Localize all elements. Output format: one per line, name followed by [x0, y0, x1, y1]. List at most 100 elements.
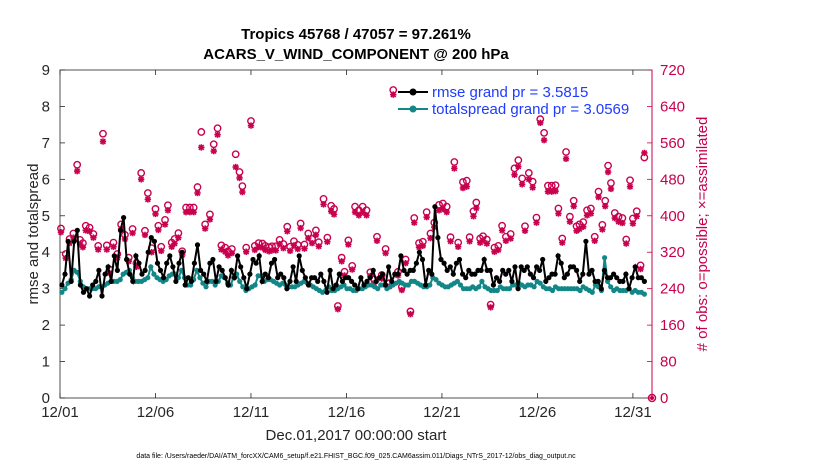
rmse-point [216, 264, 222, 270]
rmse-point [102, 271, 108, 277]
rmse-point [580, 271, 586, 277]
obs-assimilated-marker [144, 196, 152, 203]
rmse-point [130, 278, 136, 284]
rmse-point [312, 275, 318, 281]
rmse-point [601, 267, 608, 273]
obs-possible-marker [562, 148, 570, 156]
rmse-point [349, 278, 355, 284]
obs-assimilated-marker [194, 189, 201, 197]
rmse-point [275, 275, 281, 281]
rmse-series [59, 204, 648, 300]
obs-assimilated-marker [79, 244, 87, 251]
rmse-point [62, 271, 68, 277]
rmse-point [65, 238, 71, 244]
rmse-point [305, 282, 312, 288]
rmse-point [447, 264, 453, 270]
obs-assimilated-marker [206, 216, 214, 223]
rmse-point [133, 253, 139, 259]
obs-assimilated-marker [334, 305, 342, 313]
obs-assimilated-marker [137, 176, 145, 183]
obs-assimilated-marker [451, 165, 458, 172]
rmse-point [589, 267, 595, 273]
rmse-point [139, 271, 145, 277]
rmse-point [244, 286, 250, 292]
rmse-point [315, 278, 321, 284]
rmse-point [401, 267, 407, 273]
obs-assimilated-marker [73, 167, 81, 175]
y-tick-label: 0 [42, 390, 50, 407]
obs-assimilated-marker [402, 259, 409, 267]
rmse-point [493, 275, 500, 281]
spread-point [641, 291, 648, 297]
rmse-point [367, 275, 373, 281]
rmse-point [188, 278, 194, 284]
obs-assimilated-marker [398, 286, 406, 294]
obs-assimilated-marker [595, 193, 602, 201]
rmse-point [373, 278, 379, 284]
obs-assimilated-marker [591, 237, 598, 245]
rmse-point [213, 278, 219, 284]
obs-markers [57, 86, 657, 403]
rmse-point [515, 286, 521, 292]
spread-point [427, 282, 433, 288]
spread-point [589, 289, 595, 295]
rmse-point [595, 278, 601, 284]
obs-assimilated-marker [498, 227, 506, 234]
legend: rmse grand pr = 3.5815 totalspread grand… [398, 84, 629, 118]
spread-point [197, 275, 203, 281]
rmse-point [182, 282, 188, 288]
obs-assimilated-marker [158, 247, 165, 255]
obs-assimilated-marker [423, 213, 430, 221]
rmse-point [318, 271, 324, 277]
obs-zero-marker-fill [650, 396, 654, 400]
rmse-point [423, 282, 429, 288]
rmse-point [290, 264, 296, 270]
obs-assimilated-marker [447, 238, 454, 245]
obs-assimilated-marker [164, 207, 172, 214]
rmse-point [210, 256, 216, 263]
rmse-point [490, 282, 496, 288]
rmse-point [376, 275, 382, 281]
rmse-point [614, 275, 620, 281]
rmse-point [460, 271, 466, 277]
rmse-point [77, 282, 83, 288]
rmse-point [419, 256, 426, 263]
rmse-point [336, 271, 342, 277]
x-axis: 12/01 12/06 12/11 12/16 12/21 12/26 12/31 [41, 70, 652, 421]
rmse-point [623, 271, 629, 277]
obs-assimilated-marker [152, 210, 159, 218]
obs-assimilated-marker [338, 258, 345, 265]
rmse-point [167, 253, 173, 259]
obs-assimilated-marker [483, 240, 491, 247]
rmse-point [364, 278, 370, 284]
obs-possible-marker [231, 150, 240, 159]
obs-assimilated-marker [599, 226, 606, 233]
obs-assimilated-marker [411, 219, 418, 226]
rmse-point [638, 275, 645, 281]
spread-point [59, 289, 65, 295]
rmse-point [228, 267, 234, 273]
obs-assimilated-marker [94, 246, 102, 253]
rmse-point [546, 275, 552, 281]
y-tick-label: 7 [42, 135, 50, 152]
rmse-point [632, 264, 638, 270]
y-tick-label-right: 720 [660, 62, 685, 79]
rmse-point [142, 267, 148, 273]
obs-assimilated-marker [201, 225, 209, 232]
rmse-point [574, 267, 580, 273]
legend-rmse-label: rmse grand pr = 3.5815 [432, 84, 588, 101]
rmse-point [173, 278, 179, 284]
rmse-point [472, 271, 478, 277]
rmse-point [358, 275, 364, 281]
rmse-point [164, 260, 170, 266]
spread-point [148, 264, 154, 270]
legend-rmse-marker [409, 88, 417, 96]
rmse-point [87, 293, 93, 299]
spread-point [531, 284, 537, 290]
rmse-point [108, 278, 114, 284]
rmse-point [194, 242, 201, 248]
rmse-point [570, 264, 577, 270]
obs-assimilated-marker [473, 204, 480, 212]
obs-assimilated-marker [171, 240, 178, 247]
rmse-point [293, 278, 299, 284]
